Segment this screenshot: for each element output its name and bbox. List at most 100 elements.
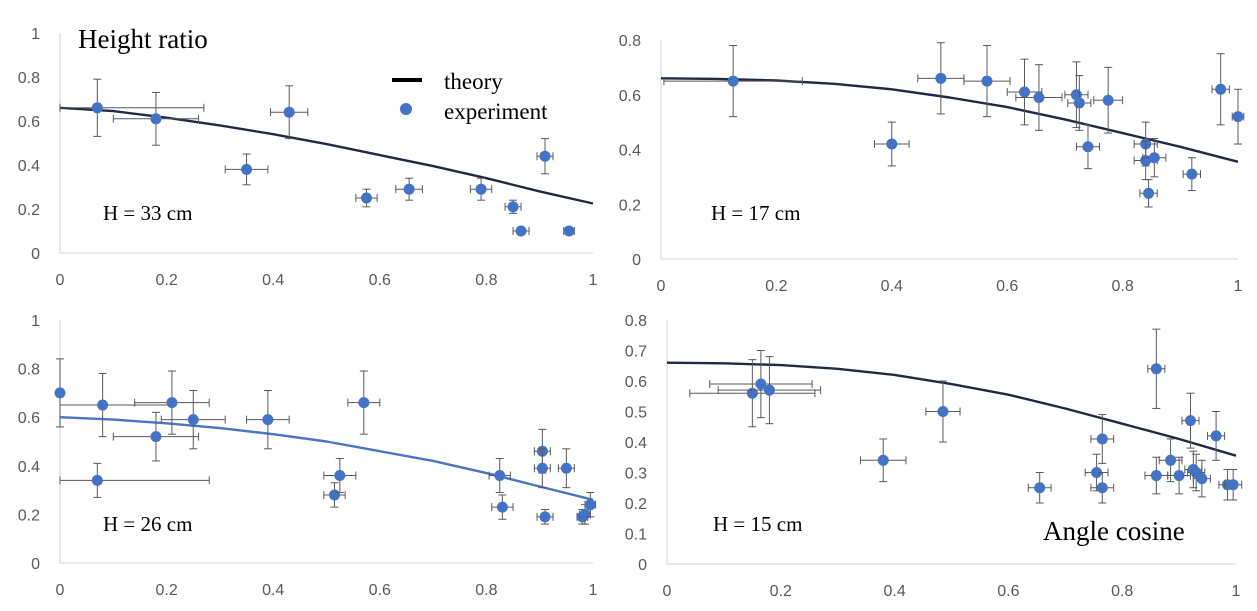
x-tick-label: 1 (1234, 278, 1243, 295)
experiment-point (507, 201, 519, 213)
experiment-point (150, 431, 162, 443)
chart-panel-h15: 0 0.1 0.2 0.3 0.4 0.5 0.6 0.7 0.8 0 0.2 0.4 0.6 0.8 1 H… (625, 313, 1243, 600)
x-tick-label: 0.6 (996, 278, 1018, 295)
legend-experiment-swatch (400, 103, 412, 115)
y-tick-label: 0.5 (625, 405, 647, 422)
x-tick-label: 0 (56, 272, 65, 289)
experiment-point (1186, 168, 1198, 180)
experiment-point (746, 387, 758, 399)
experiment-point (763, 384, 775, 396)
x-tick-label: 0.4 (881, 278, 903, 295)
experiment-point (1165, 454, 1177, 466)
y-tick-label: 0.2 (619, 197, 641, 214)
experiment-point (560, 462, 572, 474)
experiment-point (584, 499, 596, 511)
x-tick-label: 0.8 (1111, 278, 1133, 295)
x-tick-label: 0.8 (1111, 583, 1133, 600)
theory-curve (666, 361, 1237, 457)
x-tick-label: 0.4 (262, 582, 284, 599)
x-tick-label: 0.6 (997, 583, 1019, 600)
x-tick-label: 0.6 (369, 582, 391, 599)
legend-experiment-label: experiment (444, 99, 548, 124)
theory-curve (59, 416, 594, 501)
y-tick-label: 0.2 (625, 496, 647, 513)
panel-height-label: H = 17 cm (711, 201, 800, 225)
experiment-point (1196, 473, 1208, 485)
experiment-point (1210, 430, 1222, 442)
y-tick-label: 0.6 (625, 374, 647, 391)
experiment-point (1019, 86, 1031, 98)
experiment-point (1096, 433, 1108, 445)
experiment-point (1150, 363, 1162, 375)
experiment-point (241, 163, 253, 175)
experiment-point (328, 489, 340, 501)
y-tick-label: 0.8 (18, 70, 40, 87)
x-tick-label: 0 (56, 582, 65, 599)
experiment-point (981, 75, 993, 87)
experiment-point (1091, 467, 1103, 478)
y-tick-label: 0.2 (18, 507, 40, 524)
experiment-point (563, 225, 575, 237)
y-tick-label: 0 (31, 246, 40, 263)
y-tick-label: 0 (632, 252, 641, 269)
y-tick-label: 0 (638, 557, 647, 574)
y-tick-label: 0.6 (619, 88, 641, 105)
chart-panel-h33: 0 0.2 0.4 0.6 0.8 1 0 0.2 0.4 0.6 0.8 1 H = 33 cm (18, 26, 598, 289)
panel-height-label: H = 26 cm (103, 512, 192, 536)
experiment-point (334, 470, 346, 482)
experiment-point (1173, 470, 1185, 482)
x-tick-label: 1 (589, 582, 598, 599)
x-tick-label: 1 (1232, 583, 1241, 600)
experiment-point (166, 397, 178, 409)
x-tick-label: 0.2 (770, 583, 792, 600)
y-tick-label: 0.1 (625, 527, 647, 544)
y-tick-label: 0.6 (18, 114, 40, 131)
experiment-point (937, 406, 949, 417)
experiment-point (262, 414, 274, 426)
experiment-point (536, 462, 548, 474)
experiment-point (496, 501, 508, 513)
panel-height-label: H = 15 cm (713, 512, 802, 536)
experiment-point (54, 387, 66, 399)
experiment-point (1143, 187, 1155, 199)
y-tick-label: 0.2 (18, 202, 40, 219)
experiment-point (727, 75, 739, 87)
chart-panel-h17: 0 0.2 0.4 0.6 0.8 0 0.2 0.4 0.6 0.8 1 H = 17 cm (619, 33, 1245, 295)
experiment-point (539, 150, 551, 162)
chart-panel-h26: 0 0.2 0.4 0.6 0.8 1 0 0.2 0.4 0.6 0.8 1 H = 26 cm (18, 313, 598, 599)
experiment-point (494, 470, 506, 482)
x-tick-label: 0.2 (765, 278, 787, 295)
experiment-point (1148, 152, 1160, 164)
experiment-point (475, 183, 487, 195)
y-tick-label: 0.8 (18, 362, 40, 379)
experiment-point (1073, 97, 1085, 109)
experiment-point (1096, 482, 1108, 494)
y-tick-label: 0.7 (625, 344, 647, 361)
experiment-point (1102, 94, 1114, 106)
y-tick-label: 0.4 (619, 143, 641, 160)
experiment-point (283, 106, 295, 118)
y-tick-label: 1 (31, 26, 40, 43)
experiment-point (1232, 111, 1244, 123)
experiment-point (877, 454, 889, 466)
experiment-point (358, 397, 370, 409)
experiment-point (1082, 141, 1094, 153)
theory-curve (660, 77, 1239, 163)
experiment-point (935, 72, 947, 84)
experiment-point (1034, 482, 1046, 494)
x-tick-label: 0.4 (883, 583, 905, 600)
y-tick-label: 0.8 (619, 33, 641, 50)
x-tick-label: 0 (657, 278, 666, 295)
y-tick-label: 0.4 (625, 435, 647, 452)
experiment-point (91, 474, 103, 486)
y-tick-label: 0.4 (18, 158, 40, 175)
y-tick-label: 0.8 (625, 313, 647, 330)
x-tick-label: 0.2 (155, 272, 177, 289)
experiment-point (515, 225, 527, 237)
experiment-point (403, 183, 415, 195)
experiment-point (91, 102, 103, 114)
y-tick-label: 0 (31, 556, 40, 573)
y-tick-label: 0.4 (18, 459, 40, 476)
x-tick-label: 1 (589, 272, 598, 289)
x-tick-label: 0.8 (475, 272, 497, 289)
